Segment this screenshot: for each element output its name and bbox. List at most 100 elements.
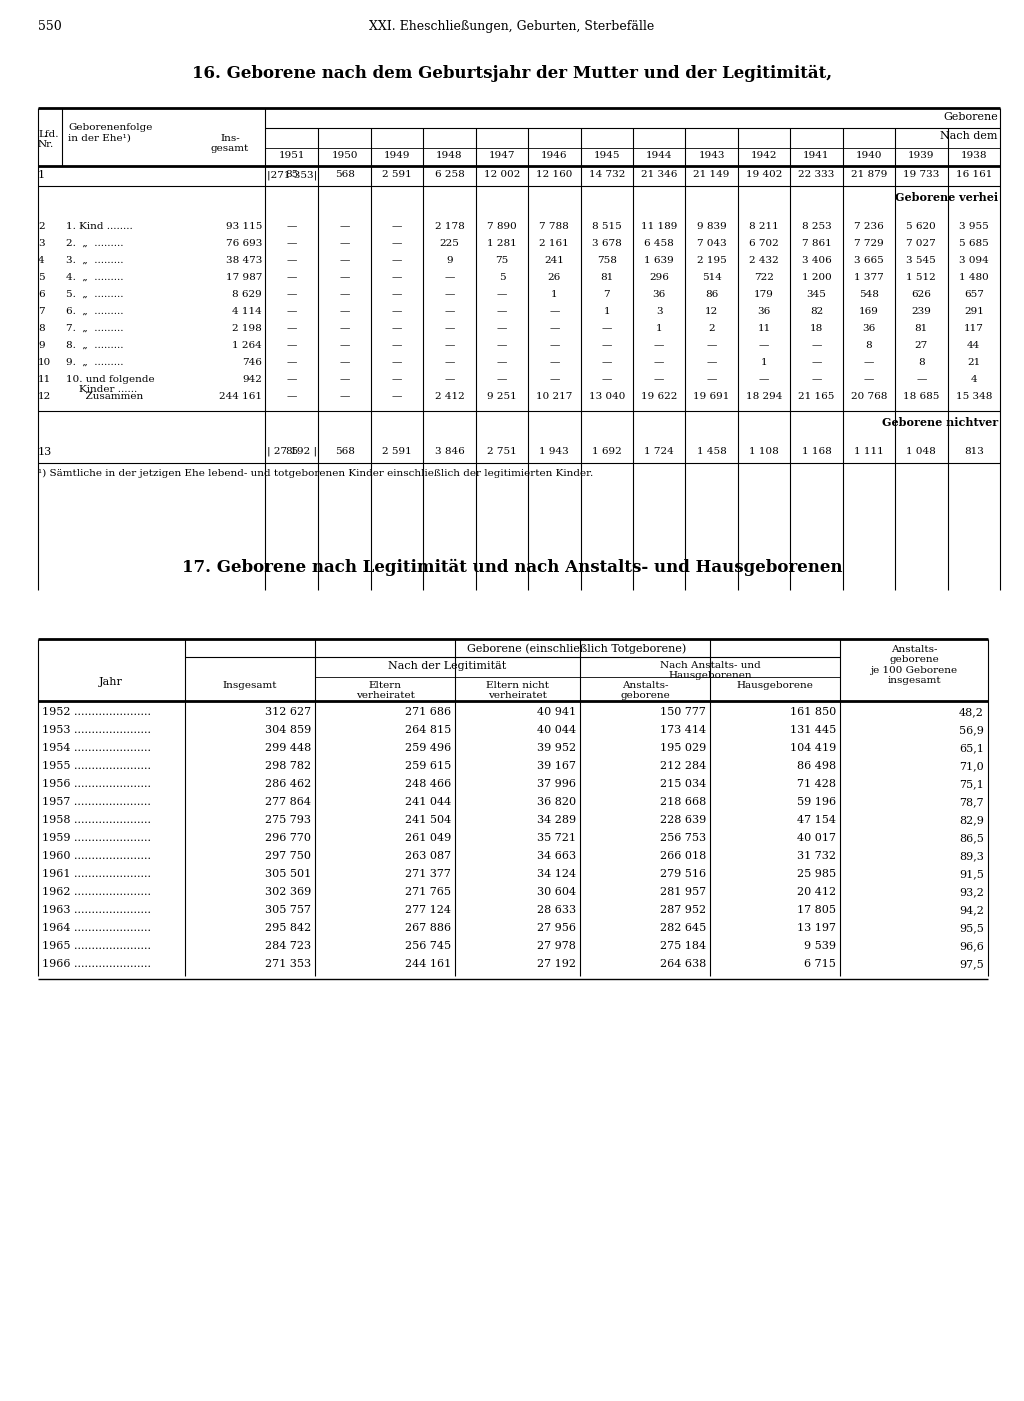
Text: 225: 225: [439, 240, 460, 248]
Text: 75: 75: [496, 256, 509, 265]
Text: 11 189: 11 189: [641, 221, 678, 231]
Text: 3 406: 3 406: [802, 256, 831, 265]
Text: 2 161: 2 161: [540, 240, 569, 248]
Text: 1947: 1947: [488, 151, 515, 160]
Text: —: —: [707, 359, 717, 367]
Text: 1 512: 1 512: [906, 273, 936, 282]
Text: —: —: [863, 375, 874, 384]
Text: —: —: [339, 221, 350, 231]
Text: 2 178: 2 178: [434, 221, 464, 231]
Text: Geborene nichtver: Geborene nichtver: [882, 417, 998, 427]
Text: 1 108: 1 108: [750, 447, 779, 455]
Text: | 27 192 |: | 27 192 |: [267, 447, 317, 457]
Text: 3: 3: [656, 307, 663, 317]
Text: 44: 44: [967, 340, 980, 350]
Text: —: —: [444, 324, 455, 333]
Text: 1 458: 1 458: [696, 447, 726, 455]
Text: 11: 11: [758, 324, 771, 333]
Text: 10 217: 10 217: [537, 392, 572, 401]
Text: 239: 239: [911, 307, 931, 317]
Text: —: —: [392, 375, 402, 384]
Text: 2 751: 2 751: [487, 447, 517, 455]
Text: 277 124: 277 124: [406, 905, 451, 915]
Text: 2 195: 2 195: [696, 256, 726, 265]
Text: 56,9: 56,9: [959, 724, 984, 736]
Text: 1941: 1941: [803, 151, 829, 160]
Text: 1960 ......................: 1960 ......................: [42, 850, 151, 862]
Text: 86,5: 86,5: [959, 834, 984, 843]
Text: 76 693: 76 693: [225, 240, 262, 248]
Text: 1942: 1942: [751, 151, 777, 160]
Text: —: —: [339, 375, 350, 384]
Text: 12 002: 12 002: [483, 170, 520, 179]
Text: 5: 5: [499, 273, 505, 282]
Text: —: —: [287, 359, 297, 367]
Text: 30 604: 30 604: [537, 887, 575, 897]
Text: 20 768: 20 768: [851, 392, 887, 401]
Text: —: —: [759, 375, 769, 384]
Text: —: —: [287, 221, 297, 231]
Text: 2: 2: [709, 324, 715, 333]
Text: 8: 8: [865, 340, 872, 350]
Text: 1949: 1949: [384, 151, 411, 160]
Text: Eltern nicht
verheiratet: Eltern nicht verheiratet: [485, 681, 549, 700]
Text: 89,3: 89,3: [959, 850, 984, 862]
Text: 248 466: 248 466: [404, 779, 451, 789]
Text: —: —: [811, 359, 821, 367]
Text: —: —: [287, 392, 297, 401]
Text: 1943: 1943: [698, 151, 725, 160]
Text: 1952 ......................: 1952 ......................: [42, 708, 151, 717]
Text: 1965 ......................: 1965 ......................: [42, 941, 151, 951]
Text: 514: 514: [701, 273, 722, 282]
Text: 2 412: 2 412: [434, 392, 464, 401]
Text: —: —: [392, 392, 402, 401]
Text: 259 615: 259 615: [404, 761, 451, 771]
Text: 2.  „  .........: 2. „ .........: [66, 240, 124, 248]
Text: |271 353|: |271 353|: [267, 170, 317, 179]
Text: 86 498: 86 498: [797, 761, 836, 771]
Text: 117: 117: [964, 324, 984, 333]
Text: 8.  „  .........: 8. „ .........: [66, 340, 124, 350]
Text: —: —: [497, 324, 507, 333]
Text: 7 890: 7 890: [487, 221, 517, 231]
Text: 36: 36: [652, 290, 666, 298]
Text: —: —: [392, 240, 402, 248]
Text: 284 723: 284 723: [265, 941, 311, 951]
Text: 299 448: 299 448: [265, 743, 311, 752]
Text: 1 281: 1 281: [487, 240, 517, 248]
Text: 13: 13: [38, 447, 52, 457]
Text: 21 165: 21 165: [799, 392, 835, 401]
Text: —: —: [916, 375, 927, 384]
Text: 4: 4: [971, 375, 977, 384]
Text: 297 750: 297 750: [265, 850, 311, 862]
Text: 179: 179: [754, 290, 774, 298]
Text: 27 956: 27 956: [537, 923, 575, 933]
Text: 11: 11: [38, 375, 51, 384]
Text: 3: 3: [38, 240, 45, 248]
Text: 12: 12: [38, 392, 51, 401]
Text: Geborene: Geborene: [943, 112, 998, 122]
Text: 296: 296: [649, 273, 669, 282]
Text: 14 732: 14 732: [589, 170, 625, 179]
Text: —: —: [287, 240, 297, 248]
Text: 8: 8: [38, 324, 45, 333]
Text: 1964 ......................: 1964 ......................: [42, 923, 151, 933]
Text: 85: 85: [286, 170, 299, 179]
Text: 19 691: 19 691: [693, 392, 730, 401]
Text: —: —: [759, 340, 769, 350]
Text: 26: 26: [548, 273, 561, 282]
Text: —: —: [654, 359, 665, 367]
Text: —: —: [707, 375, 717, 384]
Text: Nach Anstalts- und
Hausgeborenen: Nach Anstalts- und Hausgeborenen: [659, 661, 761, 681]
Text: 15 348: 15 348: [955, 392, 992, 401]
Text: —: —: [444, 359, 455, 367]
Text: 27: 27: [914, 340, 928, 350]
Text: —: —: [392, 221, 402, 231]
Text: 16. Geborene nach dem Geburtsjahr der Mutter und der Legitimität,: 16. Geborene nach dem Geburtsjahr der Mu…: [191, 64, 833, 83]
Text: —: —: [497, 359, 507, 367]
Text: 2 591: 2 591: [382, 170, 412, 179]
Text: 1 264: 1 264: [232, 340, 262, 350]
Text: 228 639: 228 639: [659, 815, 706, 825]
Text: ¹) Sämtliche in der jetzigen Ehe lebend- und totgeborenen Kinder einschließlich : ¹) Sämtliche in der jetzigen Ehe lebend-…: [38, 469, 593, 478]
Text: 1. Kind ........: 1. Kind ........: [66, 221, 133, 231]
